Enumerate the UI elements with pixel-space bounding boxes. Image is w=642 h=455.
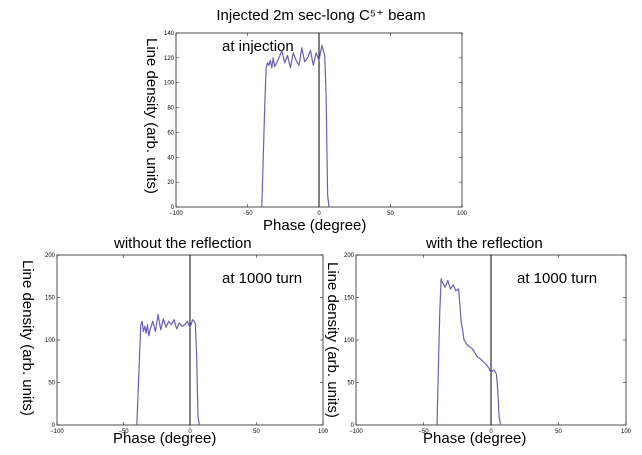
- chart1-x-tick-label: −50: [242, 211, 253, 217]
- chart1-y-tick-label: 100: [164, 81, 175, 87]
- chart2-x-tick-label: −100: [50, 429, 64, 435]
- chart1: −100 −50 0 50 100 0 20 40 60 80 100 120 140: [164, 31, 468, 217]
- chart3-x-tick-label: 100: [621, 429, 632, 435]
- chart3-y-tick-label: 100: [344, 338, 355, 344]
- chart2-x-tick-label: 0: [188, 429, 192, 435]
- chart2-xlabel: Phase (degree): [113, 430, 217, 447]
- chart3-title: with the reflection: [426, 235, 543, 252]
- chart1-y-tick-label: 120: [164, 56, 175, 62]
- chart1-xlabel: Phase (degree): [263, 217, 367, 234]
- chart3-y-tick-label: 0: [351, 423, 355, 429]
- chart2-annotation: at 1000 turn: [222, 270, 303, 287]
- chart2-series-line: [136, 313, 200, 426]
- chart3-x-tick-label: 50: [555, 429, 562, 435]
- chart1-y-tick-label: 0: [171, 205, 175, 211]
- chart3-annotation: at 1000 turn: [517, 270, 598, 287]
- chart3-xlabel: Phase (degree): [423, 430, 527, 447]
- chart2-y-tick-label: 100: [45, 338, 56, 344]
- chart1-y-tick-label: 80: [167, 106, 174, 112]
- chart1-x-tick-label: 100: [457, 211, 468, 217]
- chart2-y-tick-label: 200: [45, 253, 56, 259]
- chart3-y-tick-label: 150: [344, 296, 355, 302]
- chart3-x-tick-label: −50: [418, 429, 429, 435]
- chart3-x-tick-label: −100: [349, 429, 363, 435]
- chart2-title: without the reflection: [114, 235, 252, 252]
- chart3-y-tick-label: 200: [344, 253, 355, 259]
- chart1-y-tick-label: 20: [167, 180, 174, 186]
- chart2-x-tick-label: 100: [318, 429, 329, 435]
- chart1-series-line: [261, 44, 330, 208]
- chart2-y-tick-label: 150: [45, 296, 56, 302]
- chart3-y-tick-label: 50: [347, 381, 354, 387]
- chart3-x-tick-label: 0: [489, 429, 493, 435]
- chart1-y-tick-label: 60: [167, 130, 174, 136]
- chart2-y-tick-label: 50: [48, 381, 55, 387]
- chart1-x-tick-label: 0: [317, 211, 321, 217]
- chart1-annotation: at injection: [222, 38, 294, 55]
- chart1-y-tick-label: 140: [164, 31, 175, 37]
- chart1-title: Injected 2m sec-long C⁵⁺ beam: [216, 7, 426, 24]
- chart1-x-tick-label: 50: [387, 211, 394, 217]
- chart3: −100 −50 0 50 100 0 50 100 150 200: [344, 253, 632, 435]
- chart1-y-tick-label: 40: [167, 155, 174, 161]
- chart2-x-tick-label: 50: [253, 429, 260, 435]
- chart1-x-tick-label: −100: [169, 211, 183, 217]
- chart2-x-tick-label: −50: [118, 429, 129, 435]
- chart2: −100 −50 0 50 100 0 50 100 150 200: [45, 253, 329, 435]
- chart3-series-line: [436, 278, 502, 426]
- chart2-y-tick-label: 0: [52, 423, 56, 429]
